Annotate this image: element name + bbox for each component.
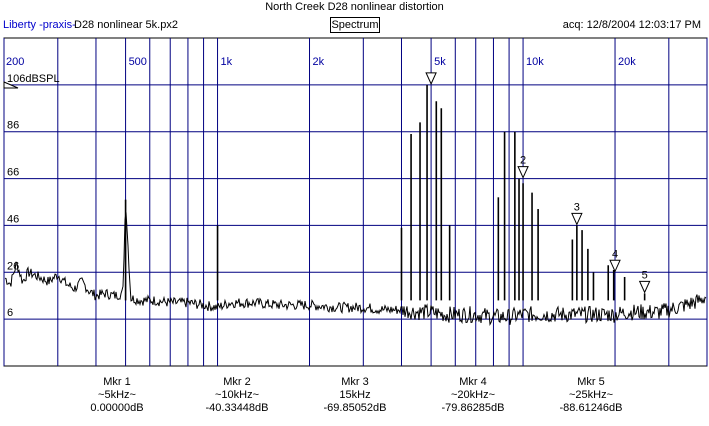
- marker-readout-freq: ~25kHz~: [568, 389, 614, 401]
- y-tick-label: 6: [7, 307, 13, 319]
- x-tick-label: 2k: [313, 56, 325, 68]
- marker-triangle: [609, 259, 621, 273]
- y-tick-label: 86: [7, 120, 19, 132]
- y-tick-label: 66: [7, 167, 19, 179]
- file-name: D28 nonlinear 5k.px2: [74, 19, 178, 31]
- marker-readout-freq: 15kHz: [339, 389, 371, 401]
- spectrum-trace: [4, 212, 707, 326]
- x-tick-label: 10k: [526, 56, 544, 68]
- trace-group: [4, 84, 707, 326]
- marker-number: 3: [574, 201, 580, 213]
- x-tick-label: 5k: [434, 56, 446, 68]
- acquisition-time: acq: 12/8/2004 12:03:17 PM: [562, 19, 701, 31]
- y-tick-label: 46: [7, 213, 19, 225]
- marker-triangle: [517, 166, 529, 179]
- marker-readout-name: Mkr 1: [103, 376, 131, 388]
- marker-number: 4: [612, 248, 618, 260]
- marker-triangle: [425, 72, 437, 86]
- marker-readout: Mkr 3 15kHz -69.85052dB: [300, 376, 410, 415]
- marker-readout-freq: ~20kHz~: [450, 389, 496, 401]
- x-tick-label: 200: [6, 56, 24, 68]
- app-label: Liberty -praxis-: [3, 19, 76, 31]
- marker-readout: Mkr 4 ~20kHz~ -79.86285dB: [418, 376, 528, 415]
- marker-readout-value: 0.00000dB: [90, 402, 144, 414]
- marker-readout-freq: ~5kHz~: [98, 389, 136, 401]
- marker-readout-freq: ~10kHz~: [214, 389, 260, 401]
- marker-readout-name: Mkr 4: [459, 376, 487, 388]
- chart-title: North Creek D28 nonlinear distortion: [265, 1, 444, 13]
- marker-readout-value: -69.85052dB: [323, 402, 387, 414]
- marker-readout-name: Mkr 5: [577, 376, 605, 388]
- x-tick-label: 500: [129, 56, 147, 68]
- y-tick-label: 106dBSPL: [7, 73, 60, 85]
- grid-lines: [3, 38, 708, 366]
- reference-level-arrow[interactable]: [3, 81, 19, 89]
- marker-readout-value: -79.86285dB: [441, 402, 505, 414]
- marker-readout-name: Mkr 2: [223, 376, 251, 388]
- marker-readout-value: -88.61246dB: [559, 402, 623, 414]
- marker-triangle: [638, 280, 651, 294]
- marker-readout-value: -40.33448dB: [205, 402, 269, 414]
- marker-triangle: [571, 212, 583, 226]
- marker-readout: Mkr 2 ~10kHz~ -40.33448dB: [182, 376, 292, 415]
- marker-readout: Mkr 1 ~5kHz~ 0.00000dB: [62, 376, 172, 415]
- marker-number: 5: [642, 269, 648, 281]
- spectrum-button[interactable]: Spectrum: [330, 17, 380, 33]
- marker-number: 2: [520, 155, 526, 167]
- x-tick-label: 20k: [618, 56, 636, 68]
- x-tick-label: 1k: [221, 56, 233, 68]
- marker-readout: Mkr 5 ~25kHz~ -88.61246dB: [536, 376, 646, 415]
- marker-readout-name: Mkr 3: [341, 376, 369, 388]
- markers-group: 2 3 4 5: [425, 72, 651, 294]
